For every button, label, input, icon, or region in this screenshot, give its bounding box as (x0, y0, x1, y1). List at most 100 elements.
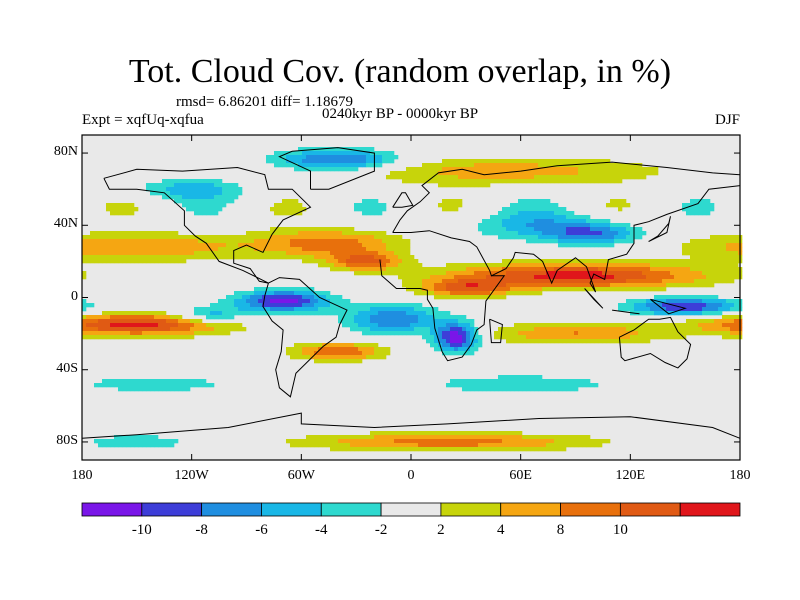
field-cell (590, 259, 595, 264)
field-cell (546, 227, 551, 232)
field-cell (690, 307, 695, 312)
field-cell (494, 159, 499, 164)
field-cell (546, 179, 551, 184)
field-cell (174, 231, 179, 236)
field-cell (450, 327, 455, 332)
field-cell (710, 207, 715, 212)
field-cell (202, 211, 207, 216)
field-cell (618, 279, 623, 284)
field-cell (382, 259, 387, 264)
field-cell (446, 323, 451, 328)
field-cell (470, 319, 475, 324)
field-cell (522, 271, 527, 276)
field-cell (130, 207, 135, 212)
experiment-label: Expt = xqfUq-xqfua (82, 112, 204, 128)
field-cell (706, 307, 711, 312)
field-cell (378, 307, 383, 312)
field-cell (274, 163, 279, 168)
field-cell (310, 435, 315, 440)
field-cell (466, 447, 471, 452)
field-cell (226, 315, 231, 320)
field-cell (534, 159, 539, 164)
field-cell (442, 339, 447, 344)
field-cell (370, 235, 375, 240)
field-cell (210, 243, 215, 248)
field-cell (694, 239, 699, 244)
field-cell (726, 315, 731, 320)
field-cell (718, 303, 723, 308)
field-cell (390, 159, 395, 164)
field-cell (138, 383, 143, 388)
field-cell (410, 327, 415, 332)
field-cell (682, 323, 687, 328)
field-cell (150, 331, 155, 336)
field-cell (394, 243, 399, 248)
field-cell (482, 163, 487, 168)
field-cell (294, 211, 299, 216)
field-cell (514, 203, 519, 208)
field-cell (166, 387, 171, 392)
field-cell (358, 359, 363, 364)
field-cell (106, 335, 111, 340)
field-cell (442, 347, 447, 352)
field-cell (398, 255, 403, 260)
field-cell (386, 447, 391, 452)
field-cell (118, 243, 123, 248)
field-cell (350, 439, 355, 444)
field-cell (370, 239, 375, 244)
field-cell (130, 319, 135, 324)
field-cell (694, 331, 699, 336)
field-cell (374, 259, 379, 264)
field-cell (406, 443, 411, 448)
field-cell (414, 323, 419, 328)
field-cell (322, 163, 327, 168)
field-cell (230, 315, 235, 320)
field-cell (450, 163, 455, 168)
field-cell (82, 239, 87, 244)
field-cell (574, 227, 579, 232)
field-cell (574, 243, 579, 248)
field-cell (158, 187, 163, 192)
field-cell (338, 159, 343, 164)
field-cell (526, 379, 531, 384)
field-cell (462, 439, 467, 444)
field-cell (518, 335, 523, 340)
field-cell (622, 339, 627, 344)
field-cell (614, 199, 619, 204)
field-cell (630, 323, 635, 328)
field-cell (346, 435, 351, 440)
field-cell (602, 163, 607, 168)
field-cell (114, 255, 119, 260)
field-cell (350, 327, 355, 332)
field-cell (398, 263, 403, 268)
field-cell (402, 435, 407, 440)
field-cell (322, 151, 327, 156)
field-cell (430, 315, 435, 320)
field-cell (166, 379, 171, 384)
field-cell (198, 195, 203, 200)
field-cell (582, 323, 587, 328)
field-cell (378, 231, 383, 236)
field-cell (574, 275, 579, 280)
field-cell (322, 291, 327, 296)
field-cell (510, 431, 515, 436)
field-cell (226, 247, 231, 252)
field-cell (298, 291, 303, 296)
field-cell (198, 243, 203, 248)
field-cell (330, 447, 335, 452)
field-cell (198, 255, 203, 260)
field-cell (330, 243, 335, 248)
field-cell (230, 299, 235, 304)
field-cell (334, 239, 339, 244)
field-cell (550, 215, 555, 220)
field-cell (614, 327, 619, 332)
field-cell (662, 327, 667, 332)
field-cell (682, 311, 687, 316)
field-cell (334, 227, 339, 232)
field-cell (714, 271, 719, 276)
field-cell (402, 239, 407, 244)
field-cell (618, 231, 623, 236)
field-cell (666, 295, 671, 300)
field-cell (526, 227, 531, 232)
field-cell (82, 243, 87, 248)
